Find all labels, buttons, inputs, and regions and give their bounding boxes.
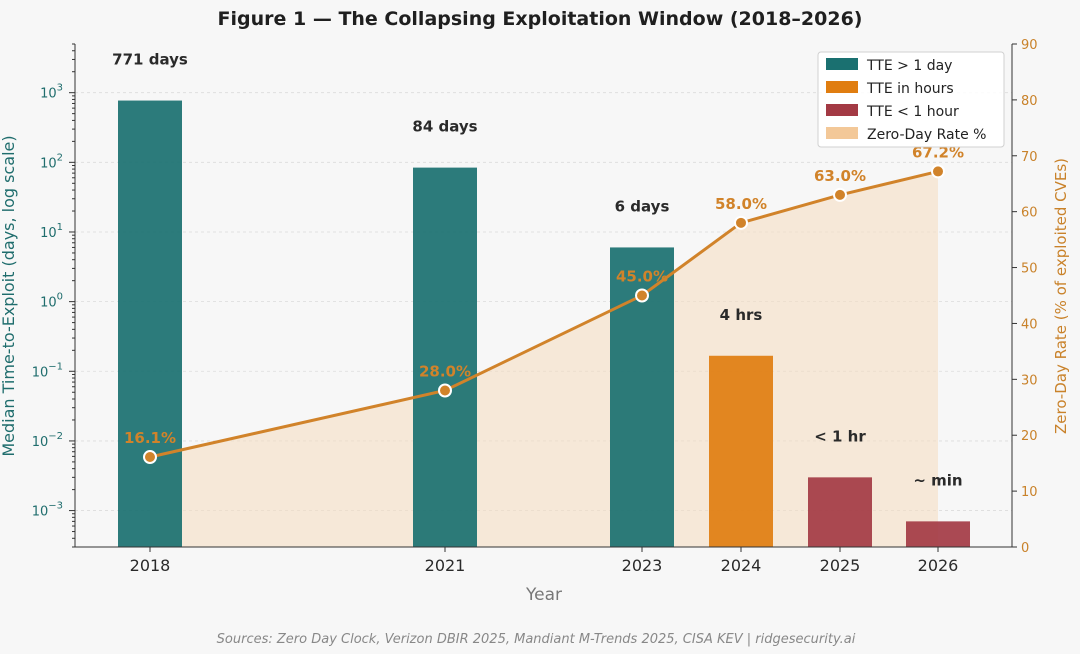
bar-label-2018: 771 days — [112, 51, 188, 69]
y-left-tick-exponent: 3 — [57, 83, 63, 94]
x-tick-label: 2024 — [721, 556, 762, 575]
x-tick-label: 2021 — [425, 556, 466, 575]
bar-2018 — [118, 100, 182, 547]
y-left-tick-label: 10−1 — [32, 361, 63, 380]
bar-2025 — [808, 477, 872, 547]
y-left-tick-base: 10 — [40, 296, 57, 311]
y-right-tick-label: 50 — [1021, 262, 1038, 277]
rate-label-2021: 28.0% — [419, 363, 471, 381]
y-right-tick-label: 40 — [1021, 317, 1038, 332]
legend-box — [817, 51, 1005, 148]
y-left-tick-exponent: −1 — [48, 361, 63, 372]
chart-title: Figure 1 — The Collapsing Exploitation W… — [218, 8, 863, 30]
legend-swatch — [826, 104, 858, 116]
rate-label-2023: 45.0% — [616, 268, 668, 286]
y-left-tick-base: 10 — [32, 365, 49, 380]
x-tick-label: 2026 — [918, 556, 959, 575]
rate-label-2026: 67.2% — [912, 143, 964, 161]
x-tick-label: 2018 — [130, 556, 171, 575]
y-right-tick-label: 30 — [1021, 373, 1038, 388]
y-right-tick-label: 20 — [1021, 429, 1038, 444]
legend-swatch — [826, 58, 858, 70]
bar-2021 — [413, 167, 477, 547]
source-note: Sources: Zero Day Clock, Verizon DBIR 20… — [217, 632, 856, 647]
x-axis-label: Year — [525, 585, 562, 605]
rate-point-2024 — [734, 215, 748, 230]
y-right-tick-label: 10 — [1021, 485, 1038, 500]
rate-label-2024: 58.0% — [715, 195, 767, 213]
y-left-tick-exponent: 1 — [57, 222, 63, 233]
y-left-tick-label: 10−2 — [32, 431, 63, 450]
y-left-tick-label: 103 — [40, 83, 63, 102]
rate-label-2025: 63.0% — [814, 167, 866, 185]
axes: 10−310−210−11001011021030102030405060708… — [32, 38, 1038, 575]
bar-label-2023: 6 days — [615, 197, 670, 215]
y-axis-right-label: Zero-Day Rate (% of exploited CVEs) — [1052, 158, 1070, 434]
y-left-tick-base: 10 — [32, 505, 49, 520]
y-right-tick-label: 80 — [1021, 94, 1038, 109]
legend-label: TTE < 1 hour — [866, 104, 959, 120]
y-left-tick-label: 101 — [40, 222, 63, 241]
legend-label: TTE in hours — [866, 81, 954, 97]
y-left-tick-exponent: 2 — [57, 152, 63, 163]
legend-label: TTE > 1 day — [866, 58, 952, 74]
x-tick-label: 2023 — [622, 556, 663, 575]
y-right-tick-label: 0 — [1021, 541, 1029, 556]
legend-swatch — [826, 81, 858, 93]
rate-point-2021 — [438, 383, 452, 398]
rate-label-2018: 16.1% — [124, 429, 176, 447]
zero-day-rate-line-group — [143, 164, 945, 465]
legend-label: Zero-Day Rate % — [867, 127, 986, 143]
rate-point-2026 — [931, 164, 945, 179]
rate-point-2023 — [635, 288, 649, 303]
bar-label-2024: 4 hrs — [720, 306, 763, 324]
y-left-tick-base: 10 — [32, 435, 49, 450]
rate-point-2018 — [143, 450, 157, 465]
y-left-tick-label: 100 — [40, 292, 63, 311]
zero-day-rate-line — [149, 169, 939, 459]
y-left-tick-label: 10−3 — [32, 501, 63, 520]
data-labels: 771 days 84 days 6 days 4 hrs < 1 hr ~ min 16.… — [112, 51, 964, 490]
bar-label-2021: 84 days — [412, 118, 477, 136]
bar-2024 — [709, 355, 773, 547]
legend: TTE > 1 day TTE in hours TTE < 1 hour Zero-… — [817, 51, 1005, 148]
y-left-tick-exponent: 0 — [57, 292, 63, 303]
y-left-tick-base: 10 — [40, 87, 57, 102]
y-left-tick-exponent: −2 — [48, 431, 63, 442]
bar-label-2026: ~ min — [913, 471, 962, 489]
legend-swatch — [826, 127, 858, 139]
x-tick-label: 2025 — [820, 556, 861, 575]
bar-label-2025: < 1 hr — [814, 427, 866, 445]
y-left-tick-base: 10 — [40, 226, 57, 241]
y-left-tick-base: 10 — [40, 156, 57, 171]
bars — [118, 100, 970, 547]
y-right-tick-label: 60 — [1021, 206, 1038, 221]
bar-2026 — [906, 521, 970, 547]
y-right-tick-label: 70 — [1021, 150, 1038, 165]
rate-point-2025 — [833, 187, 847, 202]
y-left-tick-label: 102 — [40, 152, 63, 171]
y-right-tick-label: 90 — [1021, 38, 1038, 53]
y-left-tick-exponent: −3 — [48, 501, 63, 512]
y-axis-left-label: Median Time-to-Exploit (days, log scale) — [0, 135, 18, 456]
